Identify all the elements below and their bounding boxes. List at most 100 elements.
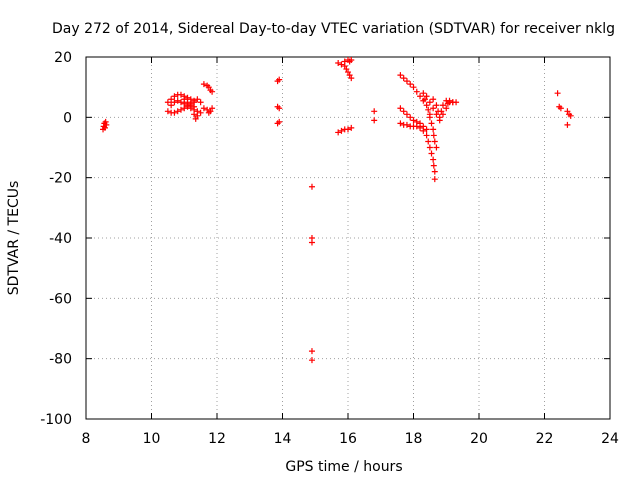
data-point: [191, 111, 198, 118]
data-point: [413, 123, 420, 130]
data-point: [420, 127, 427, 134]
data-point: [430, 132, 437, 139]
data-point: [438, 108, 445, 115]
y-tick-label: 20: [54, 50, 72, 66]
data-point: [200, 81, 207, 88]
data-point: [425, 138, 432, 145]
y-tick-label: -40: [49, 231, 72, 247]
data-point: [371, 108, 378, 115]
data-point: [428, 150, 435, 157]
data-point: [446, 97, 453, 104]
data-point: [417, 93, 424, 100]
axis-ticks: 8 10 12 14 16 18 20 22 24 20 0 -20 -40 -60 -80 -100: [40, 50, 619, 447]
data-point: [403, 111, 410, 118]
y-tick-label: -100: [40, 412, 72, 428]
data-point: [431, 176, 438, 183]
data-point: [200, 105, 207, 112]
data-point: [103, 121, 110, 128]
y-tick-label: -60: [49, 291, 72, 307]
data-point: [164, 108, 171, 115]
data-point: [421, 96, 428, 103]
data-point: [338, 61, 345, 68]
data-point: [430, 96, 437, 103]
data-point: [430, 162, 437, 169]
data-point: [204, 106, 211, 113]
data-point: [417, 124, 424, 131]
data-point: [348, 57, 355, 64]
x-tick-label: 22: [536, 431, 554, 447]
data-point: [431, 168, 438, 175]
data-point: [171, 109, 178, 116]
data-point: [335, 60, 342, 67]
x-tick-label: 12: [208, 431, 226, 447]
data-point: [410, 84, 417, 91]
data-point: [181, 96, 188, 103]
data-point: [209, 88, 216, 95]
data-point: [430, 156, 437, 163]
data-point: [557, 105, 564, 112]
data-point: [194, 96, 201, 103]
data-point: [207, 108, 214, 115]
data-point: [194, 112, 201, 119]
data-point: [308, 348, 315, 355]
data-point: [276, 76, 283, 83]
data-point: [168, 96, 175, 103]
data-point: [420, 90, 427, 97]
data-point: [101, 124, 108, 131]
data-point: [407, 114, 414, 121]
y-axis-label: SDTVAR / TECUs: [6, 181, 22, 296]
data-point: [400, 75, 407, 82]
data-point: [184, 99, 191, 106]
data-point: [430, 105, 437, 112]
data-point: [400, 108, 407, 115]
data-point: [187, 100, 194, 107]
x-tick-label: 24: [601, 431, 619, 447]
data-point: [439, 111, 446, 118]
data-point: [423, 132, 430, 139]
data-point: [564, 108, 571, 115]
data-point: [425, 106, 432, 113]
data-point: [168, 102, 175, 109]
data-point: [433, 144, 440, 151]
data-point: [426, 99, 433, 106]
data-point: [174, 108, 181, 115]
grid: [86, 57, 610, 419]
data-point: [426, 114, 433, 121]
data-point: [192, 115, 199, 122]
data-point: [567, 112, 574, 119]
x-tick-label: 20: [470, 431, 488, 447]
data-point: [345, 126, 351, 133]
x-axis-label: GPS time / hours: [285, 459, 402, 475]
data-point: [431, 138, 438, 145]
data-point: [197, 109, 204, 116]
data-point: [348, 124, 355, 131]
data-point: [174, 97, 181, 104]
data-point: [308, 357, 315, 364]
data-point: [171, 99, 178, 106]
data-point: [428, 120, 435, 127]
data-points: [100, 57, 574, 364]
data-point: [433, 111, 440, 118]
data-point: [343, 66, 350, 73]
data-point: [308, 183, 315, 190]
data-point: [197, 99, 204, 106]
data-point: [397, 120, 404, 127]
data-point: [423, 93, 430, 100]
data-point: [403, 78, 410, 85]
data-point: [348, 75, 355, 82]
y-tick-label: 0: [63, 110, 72, 126]
data-point: [346, 72, 353, 79]
data-point: [564, 121, 571, 128]
data-point: [177, 99, 184, 106]
x-tick-label: 8: [82, 431, 91, 447]
x-tick-label: 10: [143, 431, 161, 447]
data-point: [403, 121, 410, 128]
data-point: [426, 144, 433, 151]
data-point: [423, 126, 430, 133]
data-point: [102, 118, 109, 125]
data-point: [345, 69, 351, 76]
x-tick-label: 18: [405, 431, 423, 447]
y-tick-label: -20: [49, 171, 72, 187]
x-tick-label: 14: [274, 431, 292, 447]
